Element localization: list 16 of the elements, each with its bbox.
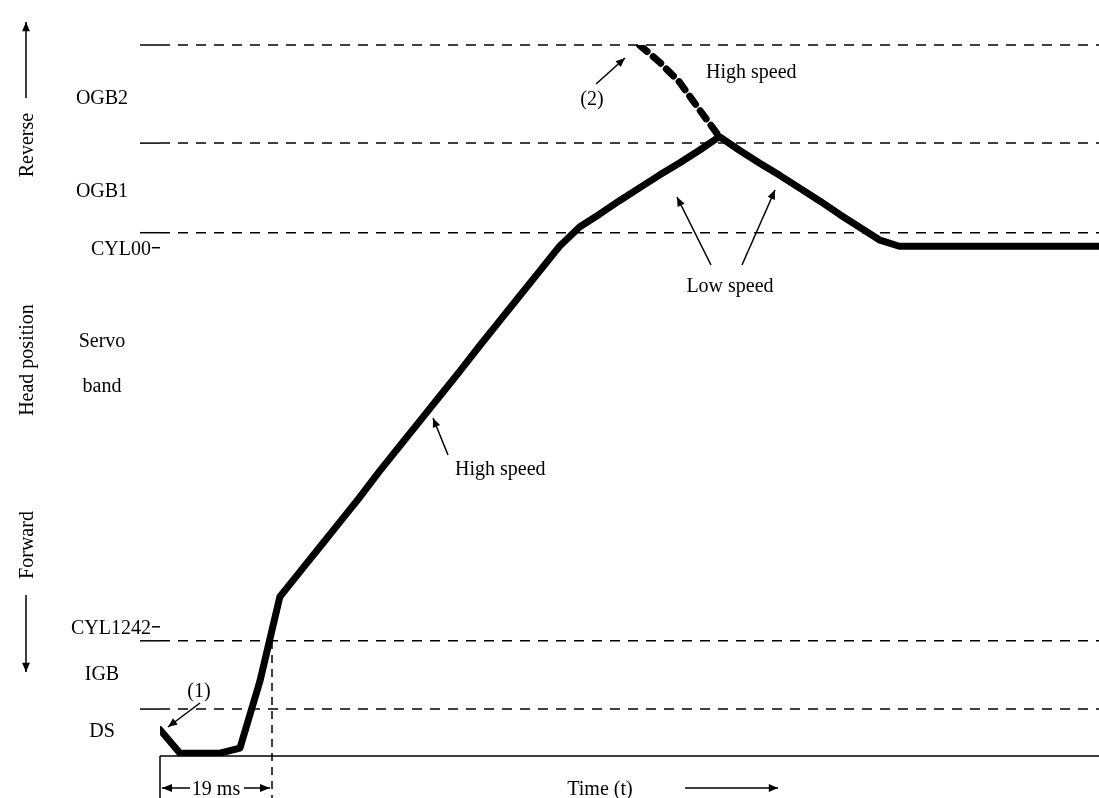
text: Head position bbox=[15, 304, 38, 416]
text: OGB1 bbox=[75, 179, 129, 201]
annotation: Low speed bbox=[686, 274, 774, 297]
annotation: High speed bbox=[706, 60, 797, 83]
text: 19 ms bbox=[191, 777, 241, 798]
text: Reverse bbox=[15, 112, 37, 178]
text: Servo band bbox=[78, 329, 126, 396]
text: DS bbox=[89, 719, 115, 741]
annotation: (2) bbox=[580, 87, 604, 110]
text: IGB bbox=[84, 662, 120, 684]
ref-line-label: CYL00 bbox=[91, 236, 151, 259]
annotation: High speed bbox=[455, 457, 546, 480]
annotation: (1) bbox=[187, 679, 211, 702]
text: OGB2 bbox=[75, 86, 129, 108]
text: Forward bbox=[15, 511, 37, 579]
ref-line-label: CYL1242 bbox=[71, 615, 151, 638]
